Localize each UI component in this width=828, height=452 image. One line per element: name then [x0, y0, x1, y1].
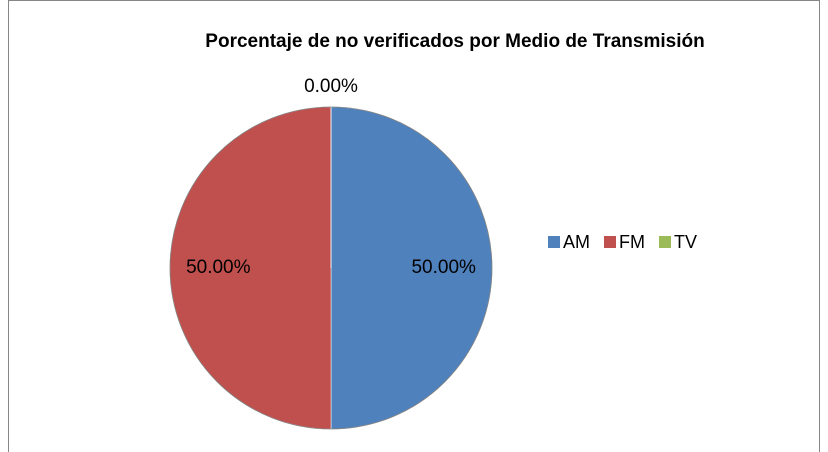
legend-label: AM [563, 232, 590, 252]
legend-label: FM [619, 232, 645, 252]
legend-swatch [604, 236, 616, 248]
data-label: 50.00% [186, 257, 251, 278]
pie-outline [169, 106, 493, 430]
legend-swatch [548, 236, 560, 248]
data-label: 50.00% [411, 257, 476, 278]
chart-title: Porcentaje de no verificados por Medio d… [205, 31, 704, 52]
data-label: 0.00% [304, 76, 358, 97]
legend-swatch [659, 236, 671, 248]
legend-label: TV [674, 232, 697, 252]
